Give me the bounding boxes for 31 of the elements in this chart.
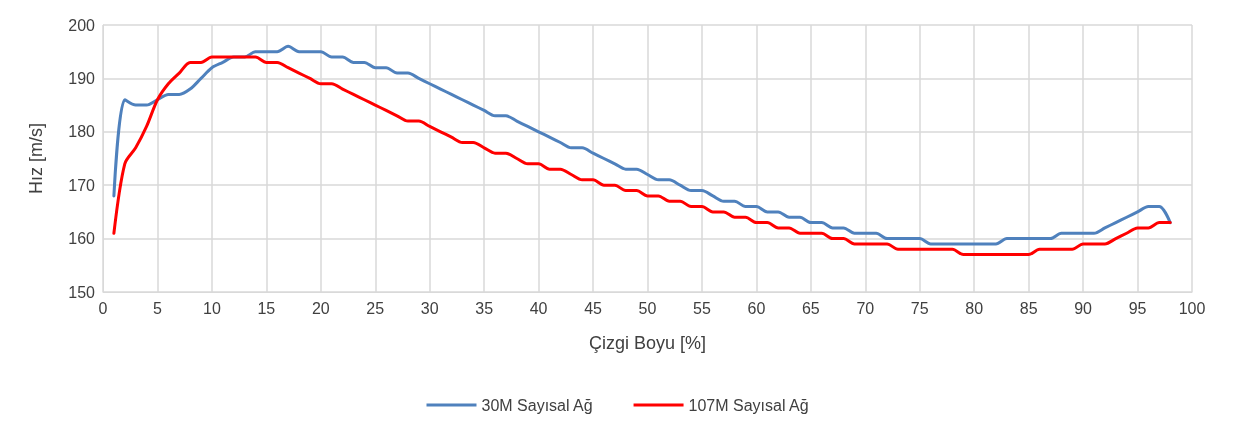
x-tick-label: 30 [420,299,439,317]
x-tick-label: 55 [693,299,711,317]
y-tick-label: 150 [68,283,96,301]
x-tick-label: 60 [747,299,766,317]
x-tick-label: 70 [856,299,875,317]
x-tick-label: 100 [1178,299,1206,317]
x-tick-label: 20 [311,299,330,317]
x-tick-label: 35 [475,299,494,317]
y-tick-label: 180 [68,123,96,141]
legend-label: 30M Sayısal Ağ [481,396,593,414]
y-tick-label: 200 [68,16,96,34]
y-axis-title: Hız [m/s] [26,123,46,194]
x-tick-label: 10 [203,299,221,317]
y-tick-label: 170 [68,176,96,194]
x-tick-label: 75 [910,299,929,317]
x-tick-label: 5 [153,299,162,317]
y-tick-label: 160 [68,230,96,248]
x-tick-label: 40 [529,299,548,317]
x-axis-title: Çizgi Boyu [%] [588,333,707,353]
x-tick-label: 90 [1074,299,1093,317]
x-tick-label: 0 [98,299,108,317]
x-tick-label: 45 [584,299,603,317]
x-tick-label: 95 [1128,299,1147,317]
x-tick-label: 50 [638,299,657,317]
y-tick-label: 190 [68,69,96,87]
x-tick-label: 65 [801,299,820,317]
x-tick-label: 15 [257,299,276,317]
x-tick-label: 80 [965,299,984,317]
x-tick-label: 25 [366,299,385,317]
x-tick-label: 85 [1019,299,1038,317]
legend-label: 107M Sayısal Ağ [688,396,809,414]
